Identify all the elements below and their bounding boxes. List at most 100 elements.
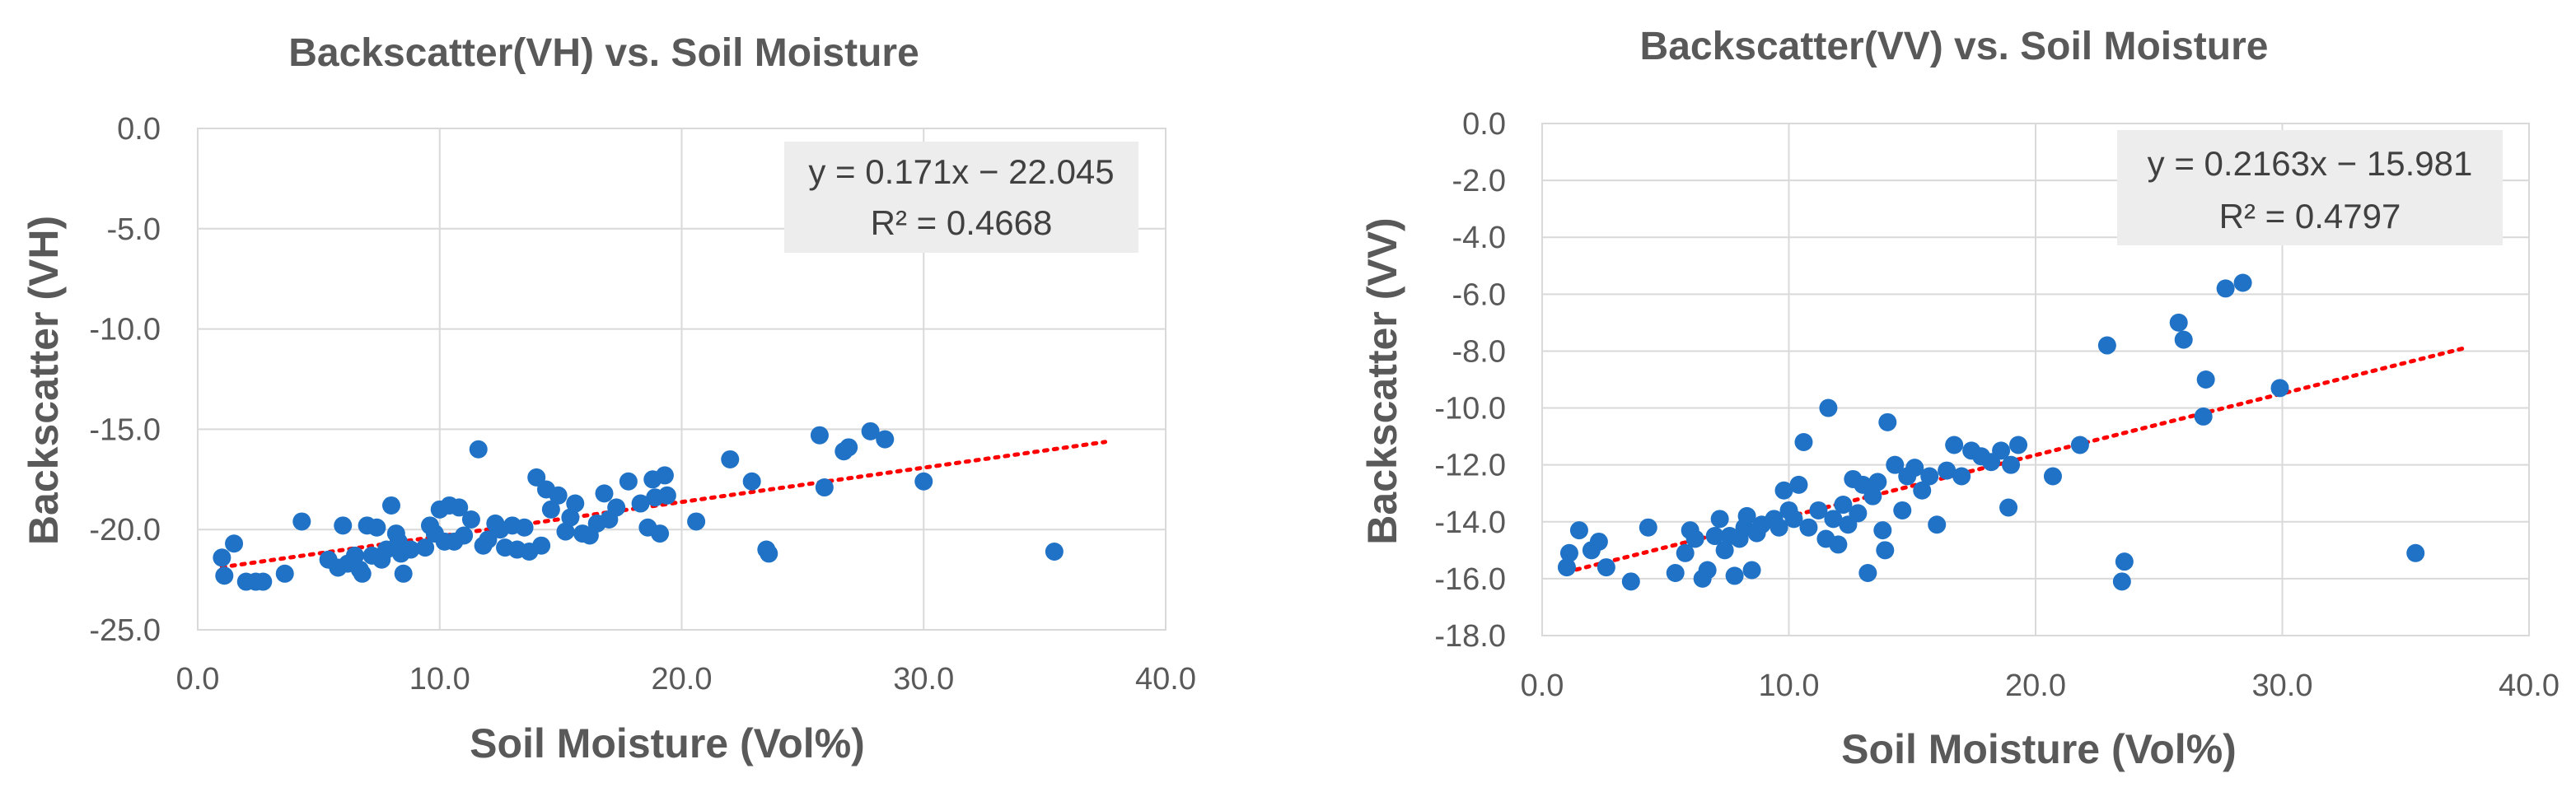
data-point bbox=[566, 494, 585, 513]
data-point bbox=[353, 564, 372, 583]
data-point bbox=[1938, 461, 1957, 480]
y-tick-label: -2.0 bbox=[1452, 164, 1506, 198]
data-point bbox=[1920, 467, 1939, 486]
data-points bbox=[1557, 273, 2425, 591]
x-axis-title: Soil Moisture (Vol%) bbox=[470, 720, 865, 766]
data-point bbox=[455, 526, 474, 545]
data-point bbox=[2169, 313, 2188, 332]
data-point bbox=[1824, 510, 1843, 529]
y-tick-labels: 0.0 -2.0 -4.0 -6.0 -8.0 -10.0 -12.0 -14.0 -16.0 -… bbox=[1434, 107, 1506, 654]
data-point bbox=[2115, 552, 2134, 571]
x-tick-label: 40.0 bbox=[2499, 669, 2560, 703]
data-point bbox=[461, 510, 480, 529]
data-point bbox=[1849, 504, 1868, 523]
trendline bbox=[219, 440, 1108, 570]
data-point bbox=[839, 438, 858, 457]
x-tick-label: 30.0 bbox=[893, 662, 954, 696]
chart-title: Backscatter(VV) vs. Soil Moisture bbox=[1640, 25, 2269, 68]
y-tick-label: -25.0 bbox=[89, 613, 161, 648]
data-point bbox=[2194, 407, 2213, 426]
trendline-equation: y = 0.2163x − 15.981 bbox=[2148, 144, 2473, 183]
y-tick-label: -20.0 bbox=[89, 513, 161, 547]
data-point bbox=[595, 484, 614, 503]
data-point bbox=[1774, 481, 1793, 500]
trendline-equation: y = 0.171x − 22.045 bbox=[808, 152, 1114, 191]
data-point bbox=[1559, 543, 1578, 562]
equation-box bbox=[2117, 130, 2503, 245]
data-point bbox=[479, 530, 498, 549]
data-point bbox=[1621, 572, 1640, 591]
data-point bbox=[292, 512, 311, 531]
data-point bbox=[651, 524, 670, 543]
data-point bbox=[1789, 475, 1808, 494]
data-point bbox=[556, 522, 575, 541]
data-point bbox=[345, 546, 364, 565]
data-point bbox=[1999, 498, 2018, 517]
y-tick-label: -18.0 bbox=[1434, 619, 1506, 654]
data-point bbox=[2002, 455, 2021, 474]
data-point bbox=[469, 440, 488, 459]
data-point bbox=[1737, 506, 1756, 525]
y-axis-title: Backscatter (VV) bbox=[1359, 217, 1405, 544]
chart-title: Backscatter(VH) vs. Soil Moisture bbox=[288, 31, 919, 75]
data-point bbox=[815, 478, 834, 497]
data-point bbox=[2112, 572, 2131, 591]
data-point bbox=[275, 564, 294, 583]
data-point bbox=[2216, 279, 2235, 298]
data-point bbox=[401, 540, 420, 559]
data-point bbox=[760, 544, 778, 563]
y-tick-labels: 0.0 -5.0 -10.0 -15.0 -20.0 -25.0 bbox=[89, 112, 161, 648]
x-tick-labels: 0.0 10.0 20.0 30.0 40.0 bbox=[176, 662, 1196, 696]
x-tick-label: 0.0 bbox=[176, 662, 220, 696]
data-point bbox=[1676, 543, 1695, 562]
data-point bbox=[549, 486, 568, 505]
y-tick-label: -14.0 bbox=[1434, 505, 1506, 540]
data-point bbox=[450, 498, 469, 517]
data-point bbox=[2270, 379, 2289, 398]
data-point bbox=[742, 472, 761, 491]
data-point bbox=[1886, 455, 1905, 474]
plot-area bbox=[197, 128, 1166, 631]
equation-box bbox=[784, 142, 1138, 253]
data-point bbox=[1705, 527, 1724, 546]
x-tick-label: 40.0 bbox=[1135, 662, 1196, 696]
data-point bbox=[619, 472, 638, 491]
data-point bbox=[1928, 515, 1947, 534]
data-point bbox=[1710, 510, 1729, 529]
data-point bbox=[1639, 518, 1657, 537]
data-point bbox=[1569, 521, 1588, 540]
data-point bbox=[1945, 436, 1964, 454]
data-point bbox=[1809, 501, 1828, 519]
y-tick-label: -15.0 bbox=[89, 412, 161, 447]
data-point bbox=[1992, 441, 2011, 460]
plot-area bbox=[1541, 123, 2530, 636]
data-point bbox=[2043, 467, 2062, 486]
data-point bbox=[1725, 566, 1744, 585]
data-point bbox=[2070, 436, 2089, 454]
r-squared-label: R² = 0.4797 bbox=[2219, 197, 2401, 235]
data-point bbox=[1045, 542, 1064, 561]
data-point bbox=[687, 512, 706, 531]
data-point bbox=[657, 486, 676, 505]
y-tick-label: -4.0 bbox=[1452, 221, 1506, 255]
data-point bbox=[1666, 563, 1685, 582]
y-tick-label: -6.0 bbox=[1452, 277, 1506, 312]
data-point bbox=[1698, 561, 1717, 580]
x-tick-label: 0.0 bbox=[1521, 669, 1564, 703]
data-point bbox=[382, 496, 400, 515]
data-point bbox=[1557, 558, 1576, 577]
y-tick-label: -5.0 bbox=[107, 212, 161, 247]
data-point bbox=[515, 518, 534, 537]
y-axis-title: Backscatter (VH) bbox=[21, 216, 67, 545]
data-point bbox=[1794, 433, 1813, 452]
x-tick-labels: 0.0 10.0 20.0 30.0 40.0 bbox=[1521, 669, 2560, 703]
x-tick-label: 20.0 bbox=[2005, 669, 2066, 703]
data-point bbox=[1597, 558, 1615, 577]
data-point bbox=[1858, 563, 1877, 582]
data-point bbox=[1834, 496, 1853, 515]
data-point bbox=[2406, 543, 2425, 562]
x-tick-label: 10.0 bbox=[409, 662, 470, 696]
data-point bbox=[334, 516, 353, 535]
chart-vh: Backscatter(VH) vs. Soil Moisture 0.0 -5.… bbox=[21, 31, 1196, 766]
data-point bbox=[1784, 510, 1803, 529]
